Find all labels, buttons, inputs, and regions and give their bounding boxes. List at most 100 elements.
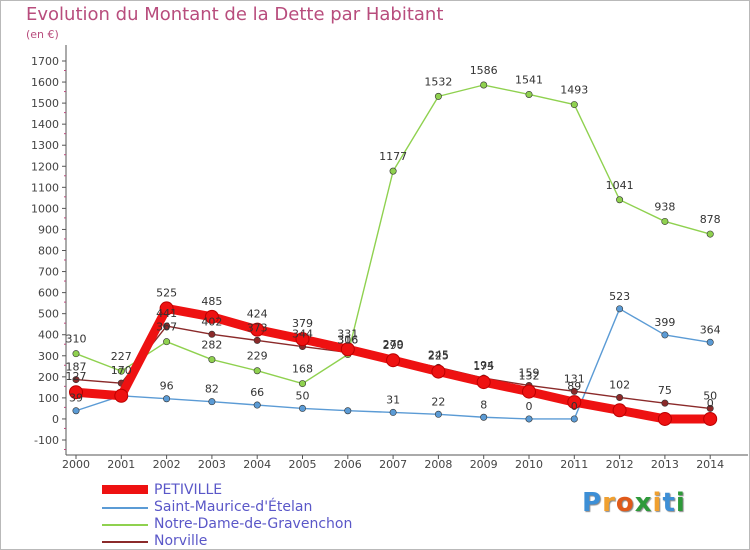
- data-label-2: 306: [337, 334, 358, 347]
- legend-label-norville: Norville: [154, 533, 208, 549]
- series-point-2: [163, 338, 171, 346]
- series-point-1: [616, 305, 624, 313]
- y-tick-label: 1600: [31, 76, 59, 89]
- series-point-1: [389, 408, 397, 416]
- y-tick-label: 900: [38, 223, 59, 236]
- data-label-petiville: 127: [66, 370, 87, 383]
- data-label-3: 170: [111, 364, 132, 377]
- logo-letter: P: [582, 488, 603, 518]
- data-label-petiville: 279: [383, 338, 404, 351]
- series-point-2: [480, 81, 488, 89]
- x-tick-label: 2013: [651, 458, 679, 471]
- legend-label-petiville: PETIVILLE: [154, 482, 223, 498]
- data-label-3: 245: [428, 348, 449, 361]
- data-label-1: 364: [700, 323, 721, 336]
- x-tick-label: 2010: [515, 458, 543, 471]
- y-tick-label: 700: [38, 266, 59, 279]
- chart-subtitle: (en €): [26, 28, 59, 41]
- series-point-2: [706, 230, 714, 238]
- y-tick-label: 1000: [31, 202, 59, 215]
- logo-letter: t: [662, 488, 676, 518]
- series-point-1: [298, 404, 306, 412]
- data-label-petiville: 132: [519, 370, 540, 383]
- data-label-2: 1493: [560, 84, 588, 97]
- data-label-2: 282: [201, 339, 222, 352]
- data-label-2: 1177: [379, 150, 407, 163]
- y-tick-label: 1700: [31, 55, 59, 68]
- series-point-1: [706, 338, 714, 346]
- series-point-2: [389, 167, 397, 175]
- data-label-1: 96: [160, 380, 174, 393]
- series-point-3: [253, 336, 261, 344]
- x-tick-label: 2006: [334, 458, 362, 471]
- series-point-1: [570, 415, 578, 423]
- data-label-1: 399: [654, 316, 675, 329]
- series-point-2: [72, 350, 80, 358]
- data-label-petiville: 331: [337, 327, 358, 340]
- y-tick-label: 100: [38, 392, 59, 405]
- series-point-2: [208, 356, 216, 364]
- series-point-3: [661, 399, 669, 407]
- logo-letter: x: [634, 488, 653, 518]
- data-label-petiville: 225: [428, 350, 449, 363]
- series-point-2: [616, 196, 624, 204]
- data-label-1: 66: [250, 386, 264, 399]
- data-label-1: 0: [571, 400, 578, 413]
- series-point-1: [434, 410, 442, 418]
- x-tick-label: 2001: [107, 458, 135, 471]
- series-point-1: [525, 415, 533, 423]
- series-point-1: [253, 401, 261, 409]
- series-point-0: [657, 411, 672, 426]
- series-point-2: [253, 367, 261, 375]
- legend-swatch-norville: [102, 541, 148, 543]
- series-point-2: [570, 101, 578, 109]
- legend-swatch-notre-dame: [102, 524, 148, 526]
- data-label-2: 168: [292, 363, 313, 376]
- series-point-1: [480, 413, 488, 421]
- series-point-3: [570, 387, 578, 395]
- series-point-0: [250, 322, 265, 337]
- x-tick-label: 2004: [243, 458, 271, 471]
- data-label-3: 373: [247, 321, 268, 334]
- series-point-1: [208, 398, 216, 406]
- data-label-3: 316: [337, 333, 358, 346]
- y-tick-label: 300: [38, 350, 59, 363]
- series-point-1: [163, 395, 171, 403]
- y-tick-label: 400: [38, 329, 59, 342]
- data-label-petiville: 424: [247, 308, 268, 321]
- series-point-3: [72, 376, 80, 384]
- y-tick-label: -100: [34, 434, 59, 447]
- data-label-2: 1541: [515, 73, 543, 86]
- series-point-1: [661, 331, 669, 339]
- data-label-3: 102: [609, 378, 630, 391]
- y-tick-label: 1100: [31, 181, 59, 194]
- series-point-1: [72, 407, 80, 415]
- data-label-3: 290: [383, 339, 404, 352]
- series-point-0: [69, 385, 83, 400]
- legend-label-saint-maurice: Saint-Maurice-d'Ételan: [154, 499, 313, 515]
- series-point-2: [661, 217, 669, 225]
- series-point-2: [298, 380, 306, 388]
- data-label-2: 1586: [470, 64, 498, 77]
- data-label-1: 31: [386, 393, 400, 406]
- x-tick-label: 2009: [470, 458, 498, 471]
- x-tick-label: 2014: [696, 458, 724, 471]
- y-tick-label: 600: [38, 287, 59, 300]
- data-label-3: 131: [564, 372, 585, 385]
- proxiti-logo: Proxiti: [582, 488, 686, 518]
- data-label-1: 22: [431, 395, 445, 408]
- series-point-0: [204, 309, 219, 324]
- y-tick-label: 1400: [31, 118, 59, 131]
- legend-swatch-petiville: [102, 485, 148, 494]
- data-label-petiville: 525: [156, 286, 177, 299]
- data-label-3: 75: [658, 384, 672, 397]
- series-point-0: [703, 411, 718, 426]
- series-point-3: [616, 393, 624, 401]
- data-label-3: 187: [66, 361, 87, 374]
- series-point-3: [706, 404, 714, 412]
- data-label-2: 1041: [606, 179, 634, 192]
- data-label-2: 227: [111, 350, 132, 363]
- x-tick-label: 2005: [289, 458, 317, 471]
- series-point-2: [117, 367, 125, 375]
